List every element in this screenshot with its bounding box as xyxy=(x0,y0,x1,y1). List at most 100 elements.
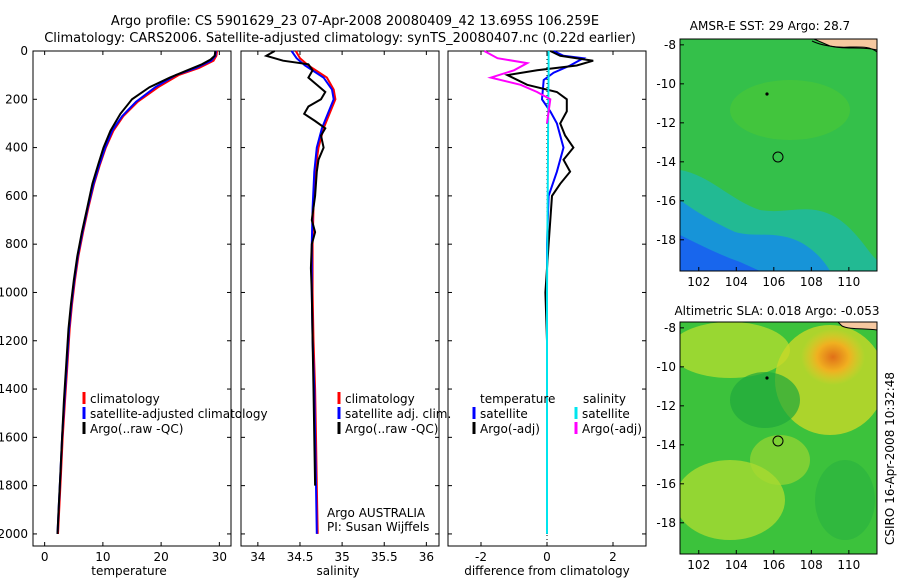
map-x-tick-label: 102 xyxy=(687,558,710,572)
difference-legend: temperature satellite Argo(-adj) salinit… xyxy=(472,392,642,436)
pi-label: PI: Susan Wijffels xyxy=(327,520,429,534)
footer-credit: CSIRO 16-Apr-2008 10:32:48 xyxy=(883,372,897,545)
y-tick-label: 200 xyxy=(5,92,28,106)
sst-coldest-water xyxy=(680,235,760,271)
map-x-tick-label: 104 xyxy=(725,558,748,572)
x-tick-label: 20 xyxy=(153,550,168,564)
sla-map: Altimetric SLA: 0.018 Argo: -0.053 xyxy=(674,304,880,555)
series-argo-raw-qc- xyxy=(56,50,217,534)
argo-program-label: Argo AUSTRALIA xyxy=(327,506,426,520)
x-tick-label: 35 xyxy=(334,550,349,564)
map-x-tick-label: 106 xyxy=(762,275,785,289)
temperature-axes xyxy=(32,50,232,547)
x-tick-label: 10 xyxy=(95,550,110,564)
map-y-tick-label: -12 xyxy=(656,399,676,413)
map-x-tick-label: 104 xyxy=(725,275,748,289)
sla-hotspot xyxy=(801,329,865,385)
map-y-tick-label: -8 xyxy=(664,321,676,335)
x-tick-label: 36 xyxy=(419,550,434,564)
temperature-xlabel: temperature xyxy=(91,564,166,578)
sla-profile-marker xyxy=(772,435,784,447)
series-argo-raw-qc- xyxy=(263,50,327,486)
map-x-tick-label: 110 xyxy=(837,275,860,289)
temperature-panel-marks: 0 10 20 30 0 200 400 600 800 1000 1200 1400 1600 1800… xyxy=(0,44,231,564)
sla-map-ticks: 102 104 106 108 110 -8 -10 -12 -14 -16 -18 xyxy=(656,321,860,572)
header-line2: Climatology: CARS2006. Satellite-adjuste… xyxy=(44,31,636,46)
sla-low-center xyxy=(730,372,800,428)
legend-label-sal-argo: Argo(-adj) xyxy=(582,422,642,436)
y-tick-label: 1000 xyxy=(0,285,28,299)
salinity-panel-marks: 34 34.5 35 35.5 36 xyxy=(241,50,439,564)
map-y-tick-label: -10 xyxy=(656,77,676,91)
map-x-tick-label: 110 xyxy=(837,558,860,572)
sla-yellow-center xyxy=(750,435,810,485)
legend-label-temp-argo: Argo(-adj) xyxy=(480,422,540,436)
y-tick-label: 1400 xyxy=(0,382,28,396)
map-y-tick-label: -8 xyxy=(664,38,676,52)
map-y-tick-label: -18 xyxy=(656,233,676,247)
map-x-tick-label: 108 xyxy=(800,558,823,572)
legend-label-argo: Argo(..raw -QC) xyxy=(345,422,438,436)
legend-label-temp-satellite: satellite xyxy=(480,407,528,421)
x-tick-label: -2 xyxy=(475,550,487,564)
chart-marks: 0 10 20 30020040060080010001200140016001800… xyxy=(0,44,646,564)
legend-heading-temperature: temperature xyxy=(480,392,555,406)
y-tick-label: 0 xyxy=(20,44,28,58)
sla-map-title: Altimetric SLA: 0.018 Argo: -0.053 xyxy=(674,304,879,318)
x-tick-label: 0 xyxy=(543,550,551,564)
series-satellite-adjusted-climatology xyxy=(56,50,217,534)
x-tick-label: 0 xyxy=(41,550,49,564)
map-x-tick-label: 108 xyxy=(800,275,823,289)
map-y-tick-label: -14 xyxy=(656,155,676,169)
series-salinity-satellite xyxy=(546,51,550,534)
y-tick-label: 800 xyxy=(5,237,28,251)
legend-label-sal-satellite: satellite xyxy=(582,407,630,421)
legend-label-satellite: satellite-adjusted climatology xyxy=(90,407,268,421)
map-y-tick-label: -18 xyxy=(656,516,676,530)
sst-warm-patch xyxy=(730,80,850,140)
legend-heading-salinity: salinity xyxy=(583,392,626,406)
profile-panels xyxy=(32,50,647,547)
y-tick-label: 1200 xyxy=(0,334,28,348)
sst-map-title: AMSR-E SST: 29 Argo: 28.7 xyxy=(690,19,850,33)
salinity-legend: climatology satellite adj. clim. Argo(..… xyxy=(327,392,451,534)
series-temperature-argo-adj- xyxy=(504,50,594,534)
x-tick-label: 34 xyxy=(250,550,265,564)
salinity-axes xyxy=(240,50,440,547)
sla-yellow-north xyxy=(680,322,790,378)
y-tick-label: 400 xyxy=(5,141,28,155)
x-tick-label: 2 xyxy=(609,550,617,564)
legend-label-climatology: climatology xyxy=(90,392,160,406)
legend-label-argo: Argo(..raw -QC) xyxy=(90,422,183,436)
map-y-tick-label: -12 xyxy=(656,116,676,130)
legend-label-climatology: climatology xyxy=(345,392,415,406)
temperature-legend: climatology satellite-adjusted climatolo… xyxy=(82,392,268,436)
x-tick-label: 35.5 xyxy=(371,550,398,564)
series-salinity-argo-adj- xyxy=(483,50,552,124)
map-x-tick-label: 102 xyxy=(687,275,710,289)
sla-yellow-south xyxy=(680,460,785,540)
map-y-tick-label: -14 xyxy=(656,438,676,452)
legend-label-satellite: satellite adj. clim. xyxy=(345,407,451,421)
map-x-tick-label: 106 xyxy=(762,558,785,572)
sla-low-southeast xyxy=(815,460,875,540)
y-tick-label: 600 xyxy=(5,189,28,203)
map-y-tick-label: -10 xyxy=(656,360,676,374)
y-tick-label: 2000 xyxy=(0,527,28,541)
difference-xlabel: difference from climatology xyxy=(464,564,630,578)
map-y-tick-label: -16 xyxy=(656,477,676,491)
x-tick-label: 30 xyxy=(212,550,227,564)
y-tick-label: 1800 xyxy=(0,479,28,493)
sla-map-frame xyxy=(679,321,878,555)
sst-profile-marker xyxy=(772,151,784,163)
salinity-xlabel: salinity xyxy=(316,564,359,578)
sst-argo-dot xyxy=(765,92,769,96)
series-climatology xyxy=(57,50,218,534)
header-line1: Argo profile: CS 5901629_23 07-Apr-2008 … xyxy=(111,14,599,29)
sst-map-ticks: 102 104 106 108 110 -8 -10 -12 -14 -16 -18 xyxy=(656,38,860,289)
x-tick-label: 34.5 xyxy=(287,550,314,564)
sla-argo-dot xyxy=(765,376,769,380)
y-tick-label: 1600 xyxy=(0,430,28,444)
